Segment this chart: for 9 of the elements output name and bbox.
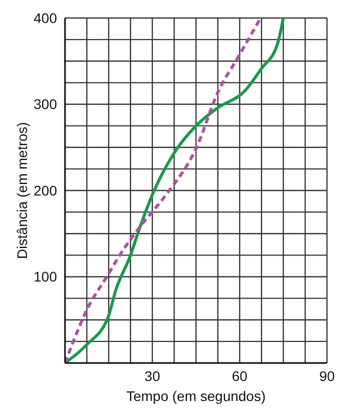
y-tick-label: 100 [34,268,58,285]
x-tick-label: 90 [319,368,335,384]
y-tick-label: 200 [34,182,58,198]
y-tick-label: 400 [34,10,58,26]
x-tick-label: 60 [232,368,248,384]
y-tick-label: 300 [34,96,58,112]
y-axis-title: Distância (em metros) [14,122,30,259]
x-axis-title: Tempo (em segundos) [126,388,266,404]
x-tick-label: 30 [144,368,160,384]
